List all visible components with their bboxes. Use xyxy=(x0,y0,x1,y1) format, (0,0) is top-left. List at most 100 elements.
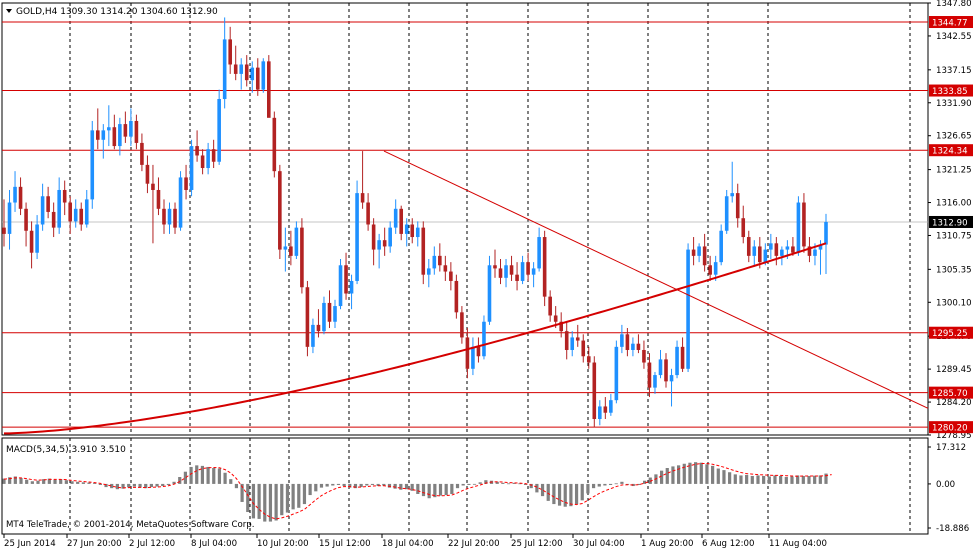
candle-body xyxy=(399,208,404,234)
level-badge xyxy=(929,326,973,339)
candle-body xyxy=(73,208,78,222)
macd-bar xyxy=(365,483,369,486)
macd-bar xyxy=(183,471,188,484)
candle-body xyxy=(493,265,497,269)
macd-bar xyxy=(399,483,403,490)
candle-body xyxy=(393,208,398,228)
macd-bar xyxy=(291,483,295,510)
candle-body xyxy=(421,227,426,275)
time-tick-label: 25 Jun 2014 xyxy=(4,539,56,549)
macd-bar xyxy=(263,483,267,522)
candle-body xyxy=(261,61,266,90)
current-price-badge-label: 1312.90 xyxy=(932,218,968,228)
macd-bar xyxy=(824,473,828,484)
macd-bar xyxy=(342,483,346,487)
macd-bar xyxy=(285,483,290,513)
candle-body xyxy=(537,237,541,269)
macd-bar xyxy=(518,483,522,485)
candle-body xyxy=(746,237,751,256)
macd-bar xyxy=(42,479,46,484)
candle-body xyxy=(653,375,657,388)
macd-bar xyxy=(688,462,692,484)
macd-bar xyxy=(376,483,380,487)
candle-body xyxy=(609,400,613,413)
macd-indicator xyxy=(2,462,832,522)
triangle-down-icon[interactable] xyxy=(6,9,12,13)
candle-body xyxy=(123,124,128,137)
macd-bar xyxy=(53,479,57,484)
candle-body xyxy=(294,227,299,256)
level-badge xyxy=(929,144,973,157)
candle-body xyxy=(283,246,288,250)
macd-bar xyxy=(586,483,590,494)
candle-body xyxy=(311,324,315,347)
candle-body xyxy=(708,265,712,275)
candle-body xyxy=(415,227,420,238)
macd-bar xyxy=(246,483,250,513)
ma-line xyxy=(3,242,827,435)
macd-bar xyxy=(580,483,584,501)
candle-body xyxy=(68,202,73,222)
time-tick-label: 6 Aug 12:00 xyxy=(702,539,754,549)
candle-body xyxy=(349,280,354,294)
macd-bar xyxy=(745,474,749,484)
horizontal-levels[interactable] xyxy=(2,21,928,428)
macd-bar xyxy=(127,483,131,488)
macd-bar xyxy=(268,483,273,522)
macd-bar xyxy=(665,468,669,484)
candle-body xyxy=(84,199,89,225)
candle-body xyxy=(316,324,321,332)
macd-bar xyxy=(132,483,136,487)
macd-bar xyxy=(257,483,261,519)
candle-body xyxy=(769,243,773,250)
copyright-text: MT4 TeleTrade, © 2001-2014, MetaQuotes S… xyxy=(6,520,255,530)
candle-body xyxy=(29,230,34,253)
trend-line-segment[interactable] xyxy=(383,150,929,409)
candle-body xyxy=(239,64,244,74)
candle-body xyxy=(669,375,674,382)
candle-body xyxy=(697,246,701,256)
macd-bar xyxy=(450,483,454,494)
macd-bar xyxy=(47,478,51,484)
macd-bar xyxy=(370,483,375,485)
macd-bar xyxy=(110,483,114,489)
macd-bar xyxy=(297,483,301,508)
candle-body xyxy=(24,208,28,231)
candle-body xyxy=(377,240,381,250)
candle-body xyxy=(195,146,199,156)
candle-body xyxy=(355,193,359,281)
candle-body xyxy=(824,221,828,245)
candle-body xyxy=(300,227,304,288)
trend-line[interactable] xyxy=(383,150,929,409)
macd-bar xyxy=(302,483,307,505)
time-tick-label: 1 Aug 20:00 xyxy=(641,539,693,549)
level-badge-label: 1295.25 xyxy=(932,329,968,339)
macd-bar xyxy=(716,468,720,484)
macd-bar xyxy=(438,483,443,496)
candle-body xyxy=(366,202,370,225)
candle-body xyxy=(741,218,746,238)
candle-body xyxy=(542,237,547,297)
candle-body xyxy=(482,321,486,357)
candle-body xyxy=(200,155,205,169)
macd-bar xyxy=(314,483,318,492)
price-tick-label: 1278.95 xyxy=(936,431,972,441)
candle-body xyxy=(636,343,641,350)
time-tick-label: 8 Jul 04:00 xyxy=(191,539,237,549)
candle-body xyxy=(791,246,795,253)
macd-bar xyxy=(234,483,239,489)
macd-bar xyxy=(495,481,499,484)
macd-axis: 17.312 0.00 -18.886 xyxy=(928,443,969,534)
macd-bar xyxy=(410,483,414,491)
macd-label: MACD(5,34,5) 3.910 3.510 xyxy=(6,445,126,455)
macd-bar xyxy=(178,477,182,484)
candle-body xyxy=(244,64,249,81)
macd-bar xyxy=(189,466,193,484)
candle-body xyxy=(813,249,817,256)
macd-bar xyxy=(796,475,800,484)
candle-body xyxy=(449,271,453,281)
macd-bar xyxy=(660,470,664,484)
candle-body xyxy=(625,334,630,350)
